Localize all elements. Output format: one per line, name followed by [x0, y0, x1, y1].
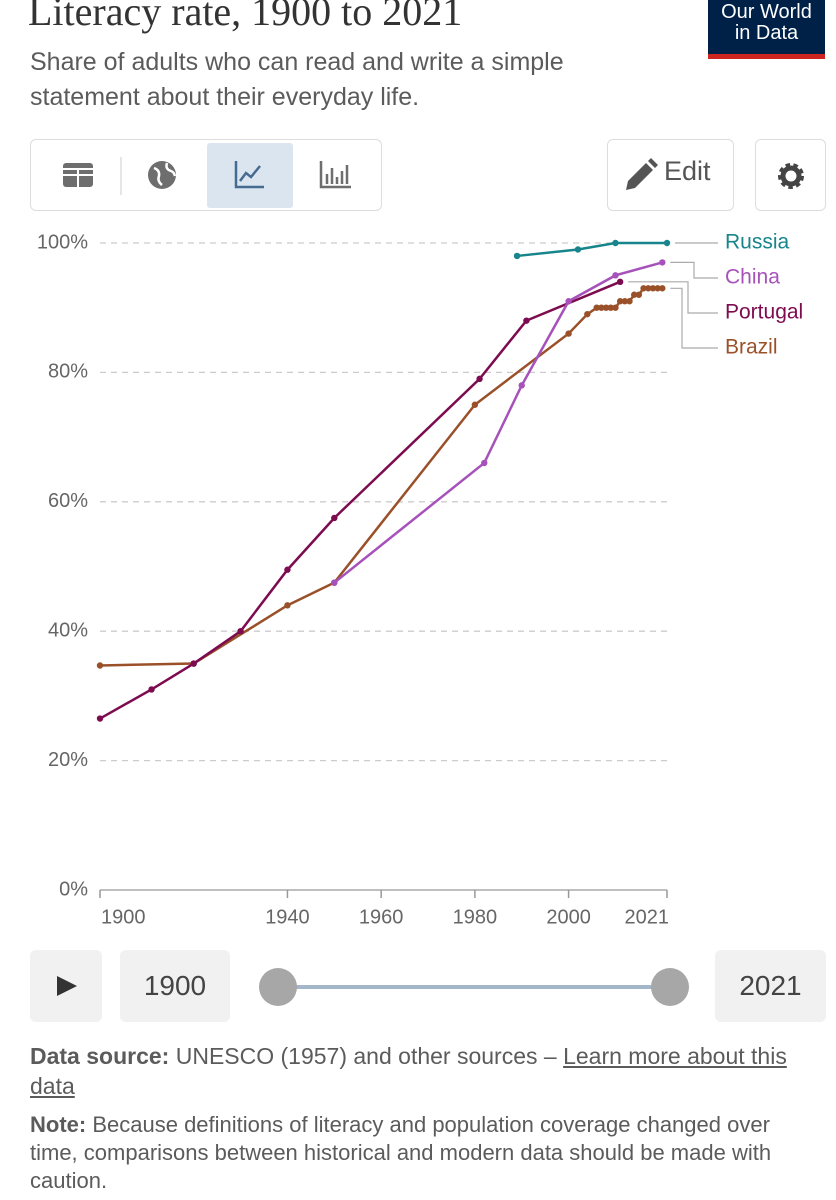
data-point: [523, 317, 530, 324]
logo-line: Our World: [721, 1, 812, 23]
x-tick-label: 1940: [265, 906, 310, 928]
data-point: [96, 662, 104, 669]
data-point: [602, 304, 610, 311]
data-point: [148, 686, 155, 693]
data-point: [96, 715, 104, 722]
data-point: [237, 628, 244, 635]
legend-label: Russia: [725, 231, 790, 254]
note-label: Note:: [30, 1112, 87, 1137]
settings-button[interactable]: [755, 139, 826, 211]
series-line: [333, 261, 663, 584]
legend-connector: [628, 281, 718, 314]
data-point: [584, 310, 591, 318]
data-point: [612, 272, 619, 279]
y-tick-label: 100%: [37, 231, 88, 253]
data-point: [513, 252, 521, 260]
subtitle: Share of adults who can read and write a…: [30, 48, 564, 111]
map-tab[interactable]: [148, 161, 177, 189]
data-source: Data source: UNESCO (1957) and other sou…: [30, 1041, 810, 1101]
data-point: [630, 291, 638, 298]
data-point: [284, 566, 291, 573]
data-point: [481, 459, 488, 467]
source-label: Data source:: [30, 1043, 170, 1069]
data-point: [626, 298, 633, 305]
data-point: [635, 291, 643, 298]
tab-icons: [63, 143, 351, 208]
data-point: [331, 514, 338, 522]
data-point: [284, 602, 291, 609]
timeline-end[interactable]: 2021: [715, 950, 826, 1022]
data-point: [598, 304, 605, 311]
data-point: [659, 259, 666, 266]
y-tick-label: 60%: [48, 490, 88, 512]
slider-handle[interactable]: [651, 968, 689, 1006]
data-point: [616, 298, 624, 305]
data-point: [649, 285, 657, 292]
data-point: [593, 304, 600, 311]
legend-connector: [670, 261, 718, 279]
data-point: [565, 330, 572, 337]
data-point: [616, 278, 624, 286]
chart: 0% 20% 40% 60% 80% 100% 1900 1940 1960 1980 2000 20…: [37, 231, 803, 929]
data-point: [607, 304, 614, 311]
table-tab[interactable]: [63, 163, 93, 187]
y-tick-label: 80%: [48, 361, 88, 383]
legend-label: Portugal: [725, 301, 803, 324]
series: [331, 259, 666, 586]
source-text: UNESCO (1957) and other sources –: [175, 1043, 557, 1069]
slider-handle[interactable]: [259, 968, 297, 1006]
x-tick-label: 1960: [359, 906, 404, 928]
data-point: [565, 298, 572, 305]
view-tabs: [30, 139, 382, 211]
x-tick-label: 2021: [625, 906, 670, 928]
legend-label: China: [725, 266, 780, 289]
title: Literacy rate, 1900 to 2021: [28, 0, 463, 34]
data-point: [663, 239, 671, 247]
series: [96, 285, 666, 669]
x-tick-label: 2000: [546, 906, 591, 928]
data-point: [645, 285, 652, 292]
data-point: [331, 579, 338, 586]
data-point: [659, 285, 666, 292]
series: [96, 278, 624, 722]
timeline-slider: [259, 968, 689, 1006]
edit-label: Edit: [664, 156, 711, 186]
line-icon: [234, 161, 264, 189]
series-line: [516, 241, 667, 258]
note-text: Because definitions of literacy and popu…: [30, 1112, 772, 1193]
play-icon: [57, 976, 77, 996]
data-point: [574, 246, 582, 253]
logo[interactable]: Our World in Data: [708, 0, 825, 59]
play-button[interactable]: [30, 950, 102, 1022]
legend-label: Brazil: [725, 336, 778, 359]
data-point: [190, 660, 197, 667]
bar-tab[interactable]: [319, 161, 351, 189]
data-point: [640, 285, 647, 292]
timeline-start[interactable]: 1900: [120, 950, 230, 1022]
legend-connector: [670, 287, 718, 349]
data-point: [476, 375, 483, 383]
data-point: [612, 239, 619, 247]
learn-more-link[interactable]: Learn more about this data: [30, 1043, 787, 1099]
data-point: [621, 298, 629, 305]
x-tick-label: 1900: [101, 906, 146, 928]
x-tick-label: 1980: [453, 906, 498, 928]
y-tick-label: 20%: [48, 749, 88, 771]
y-tick-label: 40%: [48, 619, 88, 641]
y-tick-label: 0%: [59, 878, 88, 900]
gear-icon: [778, 163, 804, 189]
series-line: [99, 287, 663, 667]
data-point: [518, 382, 525, 389]
edit-button[interactable]: Edit: [607, 139, 734, 211]
note: Note: Because definitions of literacy an…: [30, 1111, 810, 1195]
logo-line: in Data: [734, 22, 799, 44]
data-point: [654, 285, 661, 292]
data-point: [612, 304, 619, 311]
pencil-icon: [626, 158, 658, 190]
data-point: [471, 401, 479, 408]
series: [513, 239, 671, 260]
